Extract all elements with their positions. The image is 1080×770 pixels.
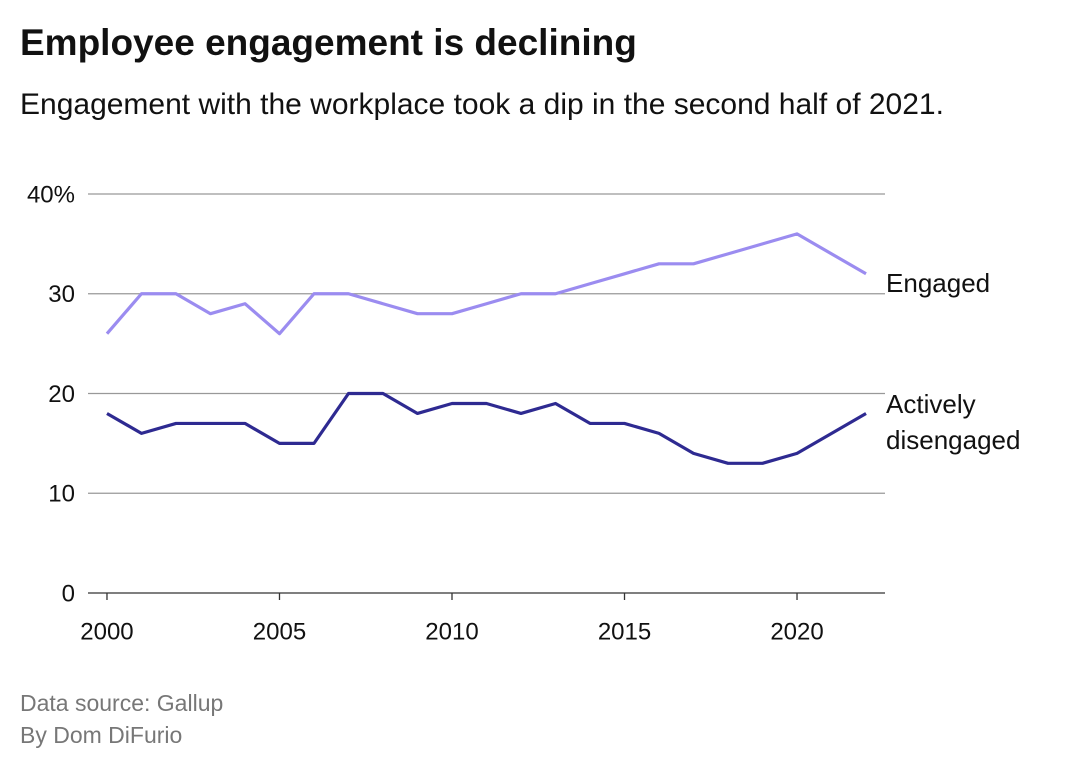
series-label: Actively disengaged bbox=[886, 389, 1021, 456]
series-label: Engaged bbox=[886, 267, 991, 298]
series-line bbox=[106, 391, 867, 465]
y-tick-label: 30 bbox=[48, 281, 75, 308]
byline: By Dom DiFurio bbox=[20, 722, 183, 748]
source: Data source: Gallup bbox=[20, 690, 224, 716]
x-tick-label: 2010 bbox=[425, 618, 478, 645]
y-tick-label: 20 bbox=[48, 381, 75, 408]
y-tick-label: 0 bbox=[62, 580, 75, 607]
y-tick-label: 10 bbox=[48, 481, 75, 508]
chart-subtitle: Engagement with the workplace took a dip… bbox=[20, 88, 944, 121]
y-tick-label: 40% bbox=[27, 181, 75, 208]
series-line bbox=[105, 232, 867, 336]
chart-title: Employee engagement is declining bbox=[20, 22, 637, 63]
x-tick-label: 2005 bbox=[253, 618, 306, 645]
x-tick-label: 2000 bbox=[80, 618, 133, 645]
x-tick-label: 2015 bbox=[598, 618, 651, 645]
x-tick-label: 2020 bbox=[770, 618, 823, 645]
